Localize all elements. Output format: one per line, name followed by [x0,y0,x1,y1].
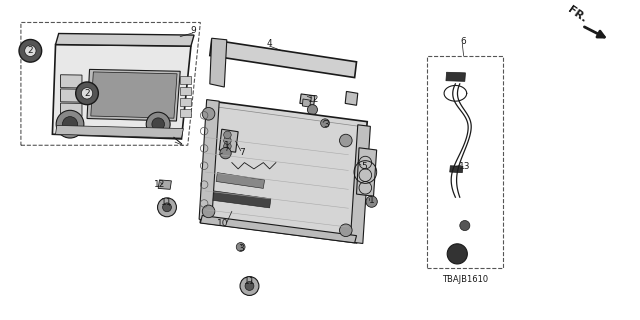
Text: 3: 3 [239,244,244,253]
Text: 1: 1 [224,141,230,150]
Circle shape [339,134,352,147]
Polygon shape [56,34,194,46]
Circle shape [76,82,99,105]
Circle shape [81,88,93,99]
Polygon shape [345,92,358,105]
Circle shape [220,148,231,159]
Circle shape [321,119,330,128]
Polygon shape [180,98,191,106]
Polygon shape [356,148,377,196]
Polygon shape [87,69,180,121]
Text: 2: 2 [84,89,90,98]
Circle shape [236,243,245,252]
Circle shape [202,108,215,120]
Polygon shape [180,87,191,95]
Text: 2: 2 [28,46,33,55]
Polygon shape [210,40,356,77]
Polygon shape [350,125,371,244]
Text: 4: 4 [267,39,273,48]
Circle shape [56,110,84,138]
Polygon shape [450,166,463,173]
Text: 13: 13 [459,162,470,171]
Circle shape [19,39,42,62]
Text: 6: 6 [461,37,467,46]
Polygon shape [213,191,271,208]
Circle shape [460,220,470,231]
Polygon shape [180,109,191,117]
Circle shape [339,224,352,236]
Polygon shape [210,38,227,87]
Polygon shape [52,44,191,139]
Circle shape [366,196,378,207]
Polygon shape [200,215,356,243]
Circle shape [240,276,259,295]
Text: 9: 9 [190,26,196,35]
Circle shape [202,205,215,218]
Polygon shape [61,103,82,116]
Circle shape [157,198,177,217]
Text: 5: 5 [361,162,367,171]
Circle shape [25,45,36,57]
Polygon shape [91,72,177,118]
Text: 11: 11 [161,198,173,207]
Text: 7: 7 [239,148,244,157]
Polygon shape [446,72,465,81]
Polygon shape [56,125,184,138]
Text: FR.: FR. [566,4,588,24]
Polygon shape [61,89,82,102]
Circle shape [163,203,172,212]
Circle shape [152,118,164,131]
Circle shape [245,282,254,291]
Circle shape [223,142,231,150]
Circle shape [146,112,170,136]
Polygon shape [180,76,191,84]
Polygon shape [158,180,172,189]
Circle shape [447,244,467,264]
Text: TBAJB1610: TBAJB1610 [442,275,488,284]
Polygon shape [220,129,238,152]
Text: 3: 3 [323,120,329,129]
Polygon shape [302,99,310,107]
Text: 12: 12 [154,180,165,189]
Text: 10: 10 [217,220,228,228]
Circle shape [223,137,231,144]
Polygon shape [61,75,82,88]
Polygon shape [200,101,367,243]
Circle shape [307,105,317,115]
Circle shape [223,131,231,139]
Text: 11: 11 [244,277,255,286]
Polygon shape [300,94,315,105]
Polygon shape [216,173,264,188]
Polygon shape [199,100,220,221]
Text: 1: 1 [369,196,374,205]
Text: 12: 12 [308,95,319,104]
Circle shape [63,116,77,132]
